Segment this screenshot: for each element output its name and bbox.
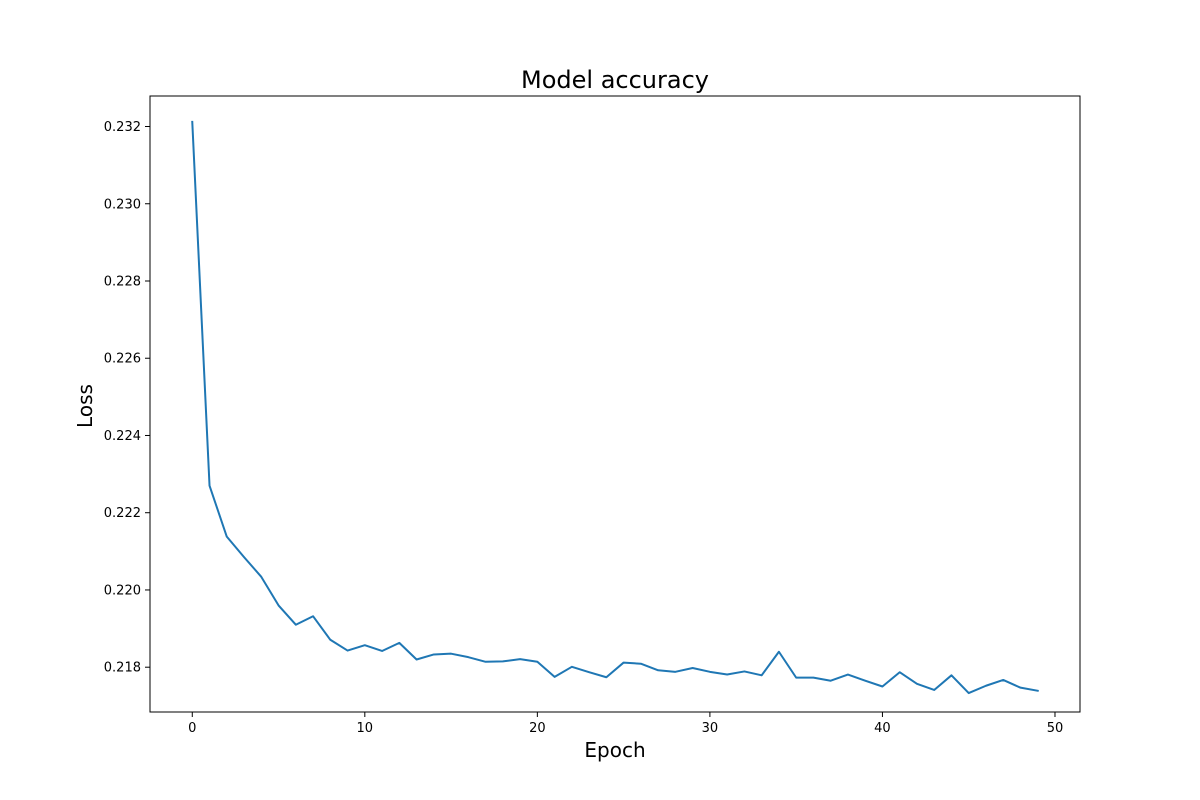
series-line <box>191 120 1039 695</box>
y-tick-label: 0.218 <box>104 661 141 676</box>
chart-title: Model accuracy <box>521 66 709 94</box>
x-tick-label: 10 <box>357 721 374 736</box>
x-tick-label: 0 <box>188 721 196 736</box>
x-tick-label: 30 <box>702 721 719 736</box>
y-tick-label: 0.230 <box>104 197 141 212</box>
plot-frame <box>149 95 1081 713</box>
x-tick-label: 20 <box>529 721 546 736</box>
y-tick-label: 0.224 <box>104 429 141 444</box>
y-tick-label: 0.228 <box>104 274 141 289</box>
y-tick-label: 0.220 <box>104 583 141 598</box>
series-layer <box>191 120 1039 695</box>
y-axis-label: Loss <box>73 384 97 428</box>
x-tick-label: 50 <box>1047 721 1064 736</box>
y-tick-label: 0.226 <box>104 352 141 367</box>
x-axis-label: Epoch <box>584 738 645 762</box>
y-tick-label: 0.232 <box>104 120 141 135</box>
x-tick-label: 40 <box>874 721 891 736</box>
axis-ticks: 0 10 20 30 40 50 0.218 0.220 0.222 0.224 0.226 0.22… <box>104 120 1063 736</box>
y-tick-label: 0.222 <box>104 506 141 521</box>
